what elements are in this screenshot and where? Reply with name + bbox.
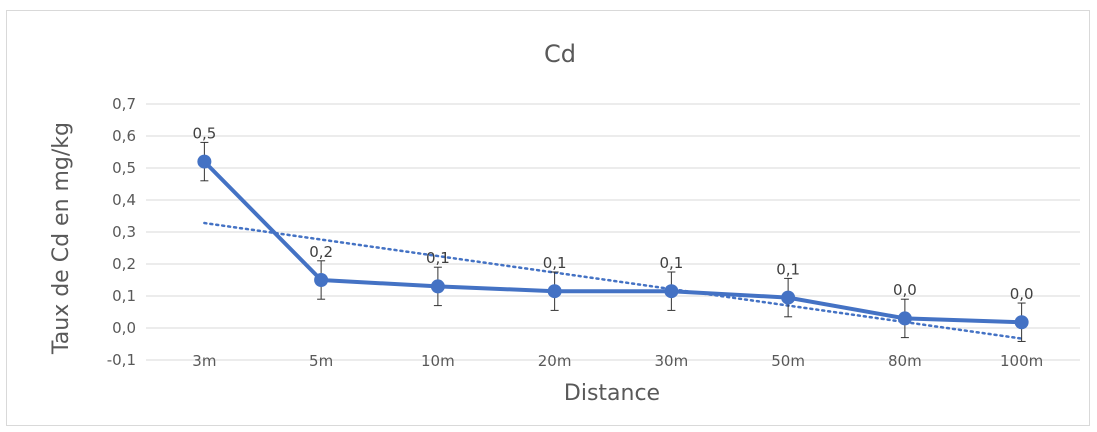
chart-area — [6, 10, 1090, 426]
y-tick-label: 0,5 — [112, 159, 136, 177]
data-point — [430, 279, 445, 294]
y-tick-label: 0,7 — [112, 95, 136, 113]
x-tick-label: 20m — [538, 352, 572, 370]
series-line — [202, 160, 1022, 325]
y-tick-label: 0,2 — [112, 255, 136, 273]
data-point — [664, 284, 679, 299]
x-tick-label: 3m — [192, 352, 216, 370]
data-labels: 0,5 0,2 0,1 0,1 0,1 0,1 0,0 0,0 — [192, 124, 1033, 303]
data-point — [897, 311, 912, 326]
y-tick-label: 0,6 — [112, 127, 136, 145]
trendline — [203, 221, 1023, 340]
chart-title: Cd — [544, 40, 576, 68]
data-label: 0,0 — [893, 281, 917, 299]
data-label: 0,1 — [426, 249, 450, 267]
data-point — [197, 154, 212, 169]
x-tick-label: 30m — [655, 352, 689, 370]
data-label: 0,1 — [776, 260, 800, 278]
data-label: 0,1 — [543, 254, 567, 272]
x-axis-tick-labels: 3m 5m 10m 20m 30m 50m 80m 100m — [192, 352, 1043, 370]
y-axis-tick-labels: -0,1 0,0 0,1 0,2 0,3 0,4 0,5 0,6 0,7 — [107, 95, 136, 369]
data-label: 0,1 — [659, 254, 683, 272]
data-label: 0,2 — [309, 243, 333, 261]
x-axis-title: Distance — [564, 381, 660, 406]
x-tick-label: 50m — [771, 352, 805, 370]
y-tick-label: -0,1 — [107, 351, 136, 369]
data-point — [547, 284, 562, 299]
data-point — [781, 290, 796, 305]
x-tick-label: 10m — [421, 352, 455, 370]
data-point — [314, 273, 329, 287]
gridlines — [146, 103, 1080, 361]
data-label: 0,0 — [1010, 285, 1034, 303]
trendline-line — [203, 221, 1023, 340]
x-tick-label: 100m — [1000, 352, 1043, 370]
y-tick-label: 0,4 — [112, 191, 136, 209]
data-point — [1014, 315, 1029, 330]
data-label: 0,5 — [192, 124, 216, 142]
y-axis-title: Taux de Cd en mg/kg — [49, 122, 74, 355]
x-tick-label: 5m — [309, 352, 333, 370]
y-tick-label: 0,0 — [112, 319, 136, 337]
x-tick-label: 80m — [888, 352, 922, 370]
series-polyline — [202, 160, 1022, 325]
data-points — [197, 154, 1029, 330]
y-tick-label: 0,1 — [112, 287, 136, 305]
y-tick-label: 0,3 — [112, 223, 136, 241]
